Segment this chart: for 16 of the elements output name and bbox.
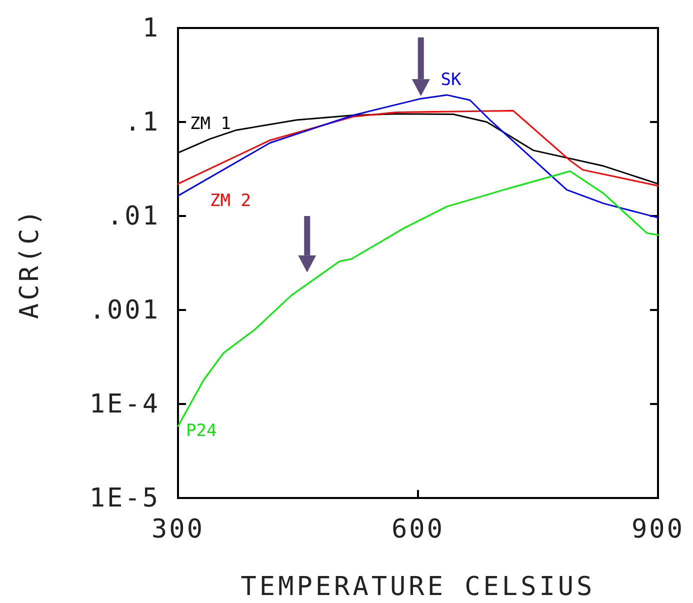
x-axis-title: TEMPERATURE CELSIUS (240, 572, 596, 602)
y-tick-label: 1 (142, 13, 160, 44)
series-label: SK (440, 70, 462, 90)
series-label: ZM 1 (190, 114, 231, 134)
x-tick-label: 600 (392, 514, 444, 545)
series-label: ZM 2 (210, 190, 251, 211)
y-tick-label: 1E-5 (89, 483, 160, 514)
line-series (177, 94, 659, 218)
x-tick-label: 300 (152, 514, 204, 545)
y-tick-label: .001 (89, 295, 160, 326)
y-tick-label: .01 (107, 201, 160, 232)
x-tick-label: 900 (632, 514, 684, 545)
y-tick-label: 1E-4 (89, 389, 160, 420)
series-label: P24 (186, 421, 217, 442)
y-axis-title: ACR(C) (15, 207, 45, 319)
y-tick-label: .1 (124, 107, 160, 138)
